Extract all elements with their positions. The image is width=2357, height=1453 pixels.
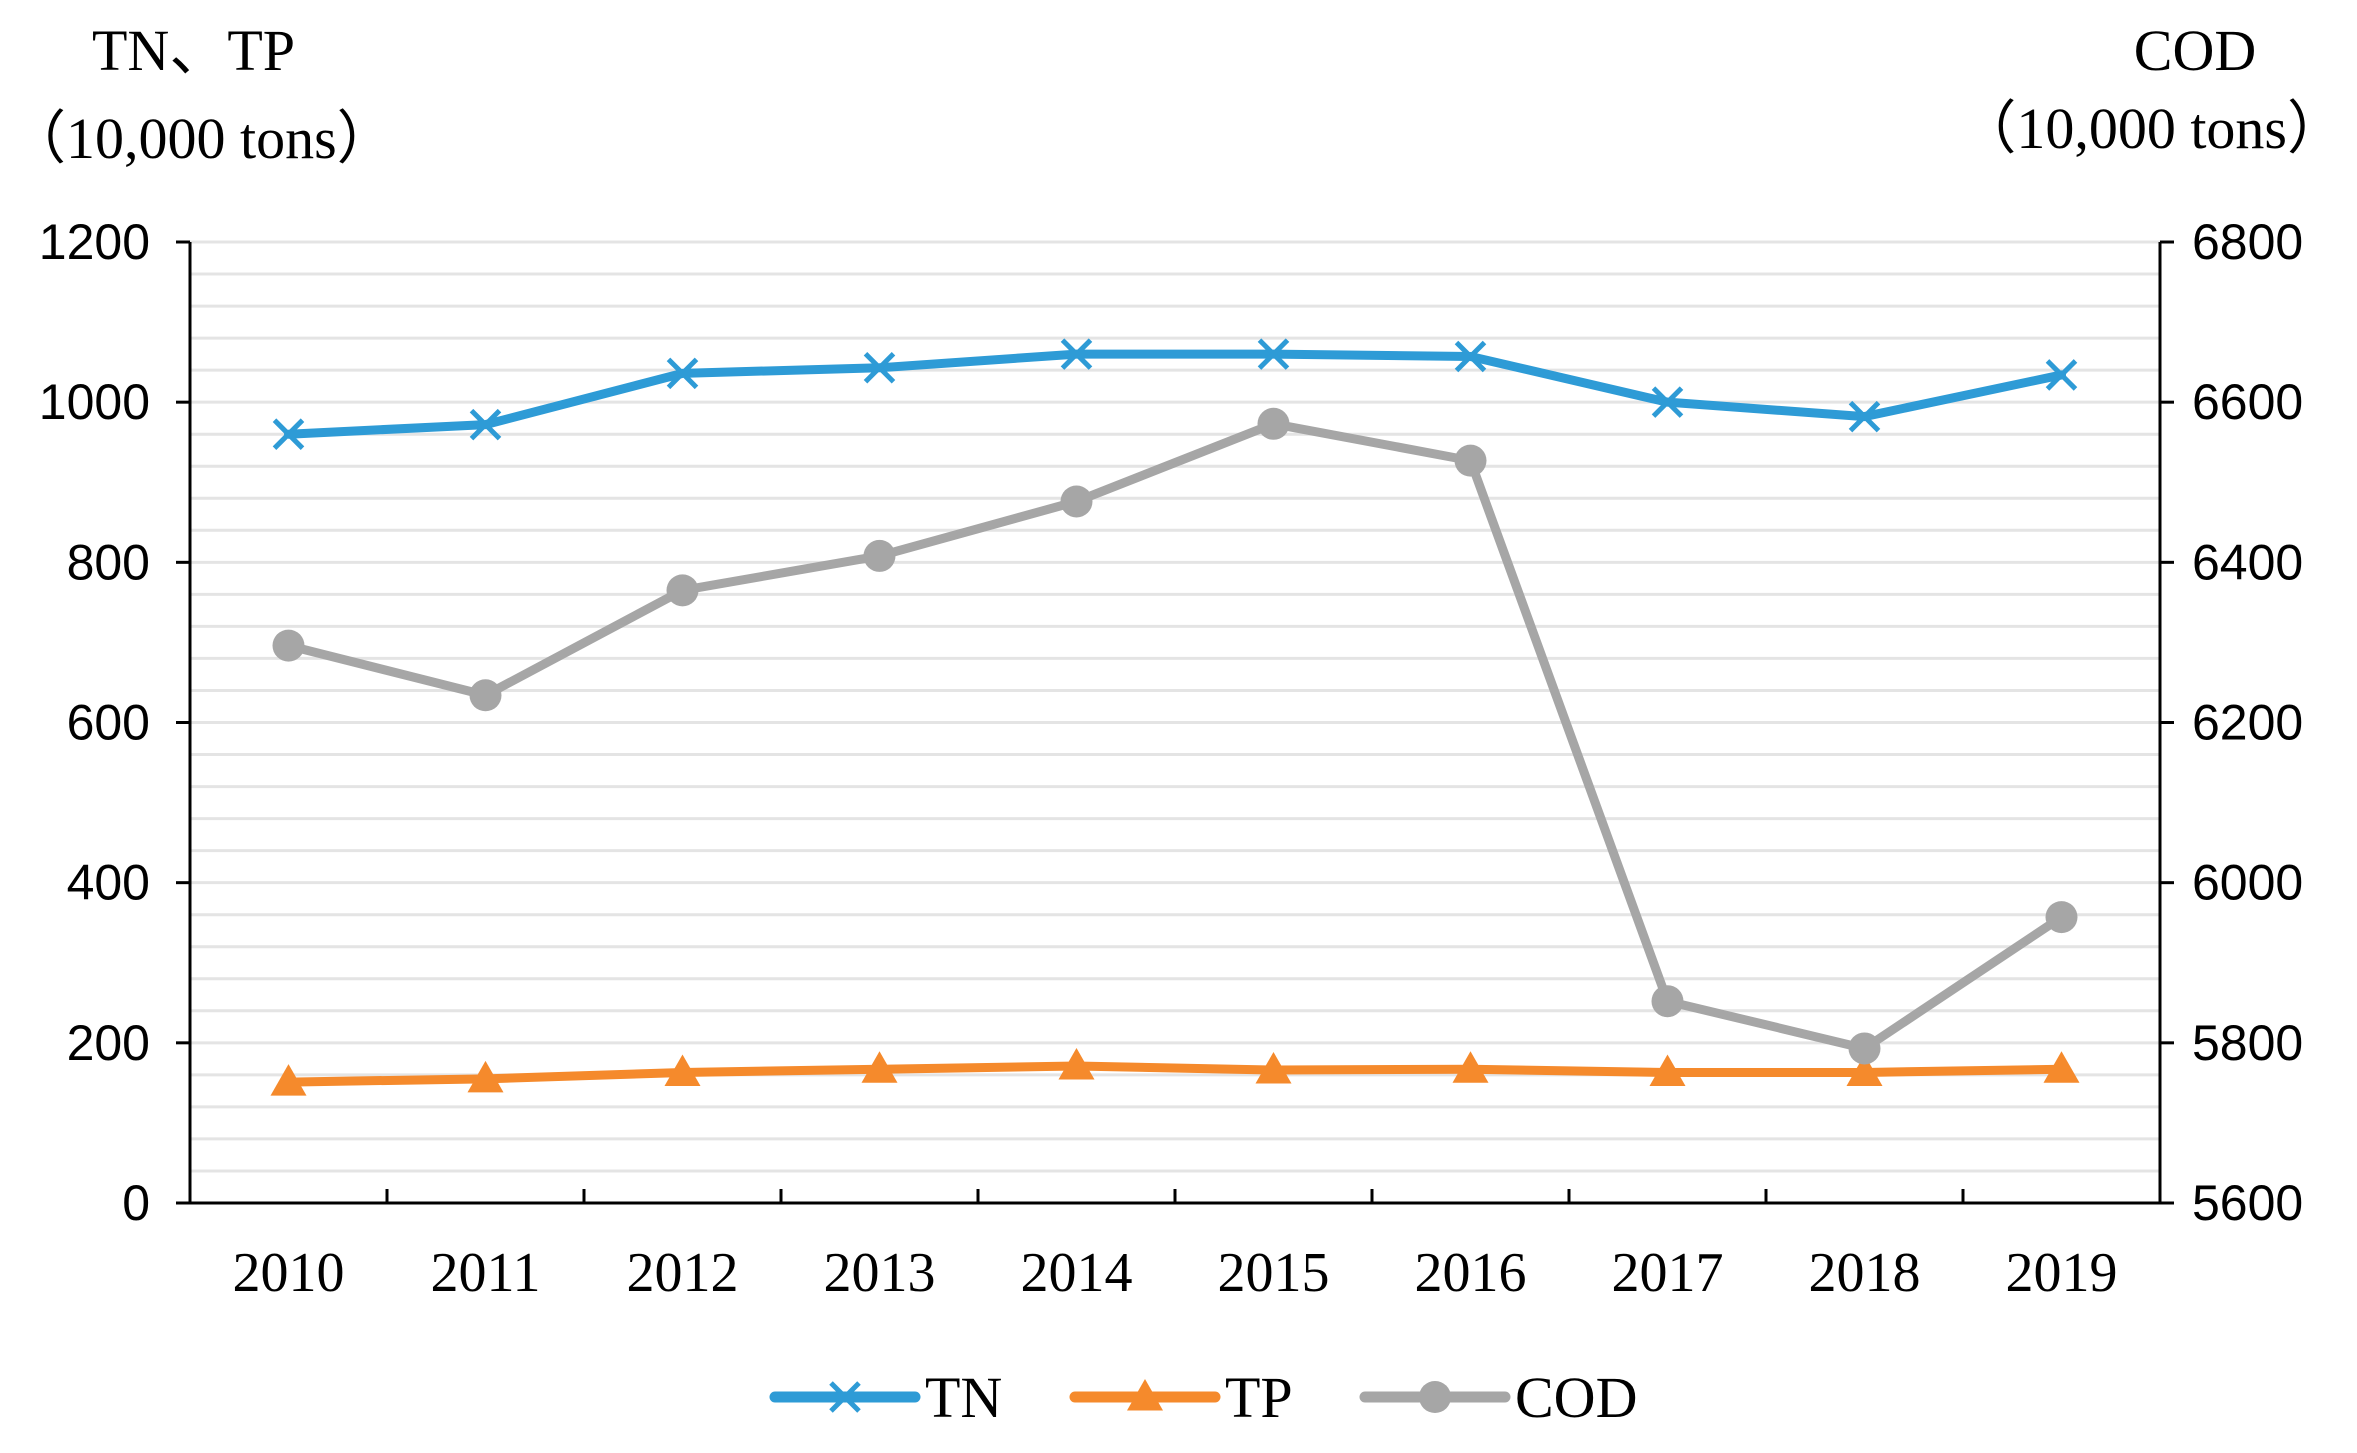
x-tick-label: 2011: [431, 1242, 541, 1304]
data-point-tn: [1454, 340, 1487, 373]
left-tick-label: 0: [122, 1175, 150, 1231]
data-point-tn: [2045, 359, 2078, 391]
legend-label-tn: TN: [925, 1365, 1002, 1430]
right-tick-label: 6200: [2192, 695, 2303, 751]
right-tick-label: 6600: [2192, 374, 2303, 430]
x-tick-label: 2018: [1809, 1242, 1921, 1304]
legend-item-tn: TN: [769, 1365, 1002, 1430]
data-point-cod: [2045, 901, 2078, 934]
data-point-tn: [469, 408, 502, 441]
x-tick-label: 2010: [233, 1242, 345, 1304]
right-tick-label: 6000: [2192, 855, 2303, 911]
data-point-tp: [861, 1051, 898, 1083]
x-tick-label: 2017: [1612, 1242, 1724, 1304]
x-tick-label: 2016: [1415, 1242, 1527, 1304]
series-cod: [272, 407, 2078, 1065]
data-point-cod: [469, 679, 502, 712]
marker-stroke: [469, 408, 502, 441]
marker-stroke: [1651, 386, 1684, 418]
x-tick-label: 2013: [824, 1242, 936, 1304]
data-point-cod: [1060, 485, 1093, 518]
legend-marker-tn: [829, 1381, 861, 1413]
marker-stroke: [272, 418, 305, 450]
series-line-tp: [284, 1061, 2066, 1087]
data-point-tn: [1060, 338, 1093, 370]
data-point-tn: [1848, 400, 1881, 433]
data-point-cod: [666, 574, 699, 607]
right-tick-label: 6800: [2192, 214, 2303, 270]
data-point-tn: [1651, 386, 1684, 418]
data-point-tp: [1649, 1054, 1686, 1086]
right-axis-title-line2: （10,000 tons）: [1958, 96, 2345, 161]
left-axis-title-line1: TN、TP: [92, 18, 295, 83]
series-line-cod: [284, 419, 2066, 1053]
data-point-cod: [1454, 444, 1487, 477]
left-tick-label: 600: [67, 695, 150, 751]
data-point-tp: [1452, 1051, 1489, 1083]
series-line-tn: [284, 349, 2066, 439]
data-point-tp: [664, 1054, 701, 1086]
marker-stroke: [1848, 400, 1881, 433]
data-point-tp: [1255, 1052, 1292, 1084]
legend-marker-cod: [1419, 1381, 1451, 1413]
x-tick-label: 2019: [2006, 1242, 2118, 1304]
data-point-tp: [467, 1060, 504, 1093]
data-point-tp: [1846, 1054, 1883, 1086]
legend-item-tp: TP: [1069, 1365, 1293, 1430]
data-point-tp: [270, 1064, 307, 1096]
left-tick-label: 800: [67, 534, 150, 590]
series-tn: [272, 338, 2078, 450]
marker-stroke: [863, 351, 896, 384]
tick-labels: 0 200 400 600 800 1000 1200 5600 5800 6000 6200 640…: [39, 214, 2303, 1304]
gridlines: [190, 240, 2160, 1173]
data-point-tp: [1058, 1048, 1095, 1080]
left-tick-label: 1200: [39, 214, 150, 270]
x-tick-label: 2015: [1218, 1242, 1330, 1304]
legend: TN TP COD: [769, 1365, 1637, 1430]
x-tick-label: 2014: [1021, 1242, 1133, 1304]
data-point-tn: [1257, 338, 1290, 370]
legend-item-cod: COD: [1359, 1365, 1637, 1430]
data-point-cod: [863, 539, 896, 572]
left-axis-title-line2: （10,000 tons）: [8, 106, 395, 171]
data-point-tp: [2043, 1051, 2080, 1083]
right-tick-label: 5800: [2192, 1015, 2303, 1071]
marker-stroke: [1454, 340, 1487, 373]
marker-stroke: [829, 1381, 861, 1413]
right-tick-label: 6400: [2192, 534, 2303, 590]
data-point-cod: [1651, 985, 1684, 1018]
series-tp: [270, 1048, 2080, 1096]
data-point-cod: [272, 629, 305, 662]
right-tick-label: 5600: [2192, 1175, 2303, 1231]
legend-label-cod: COD: [1515, 1365, 1637, 1430]
left-tick-label: 1000: [39, 374, 150, 430]
series: [270, 338, 2080, 1096]
marker-stroke: [666, 357, 699, 390]
legend-label-tp: TP: [1225, 1365, 1293, 1430]
data-point-tn: [272, 418, 305, 450]
axes: [176, 240, 2174, 1205]
x-tick-label: 2012: [627, 1242, 739, 1304]
right-axis-title-line1: COD: [2134, 18, 2256, 83]
marker-stroke: [2045, 359, 2078, 391]
data-point-cod: [1848, 1032, 1881, 1065]
data-point-cod: [1257, 407, 1290, 440]
marker-stroke: [1060, 338, 1093, 370]
left-tick-label: 400: [67, 855, 150, 911]
legend-marker-tp: [1127, 1379, 1163, 1411]
data-point-tn: [666, 357, 699, 390]
marker-stroke: [1257, 338, 1290, 370]
left-tick-label: 200: [67, 1015, 150, 1071]
data-point-tn: [863, 351, 896, 384]
